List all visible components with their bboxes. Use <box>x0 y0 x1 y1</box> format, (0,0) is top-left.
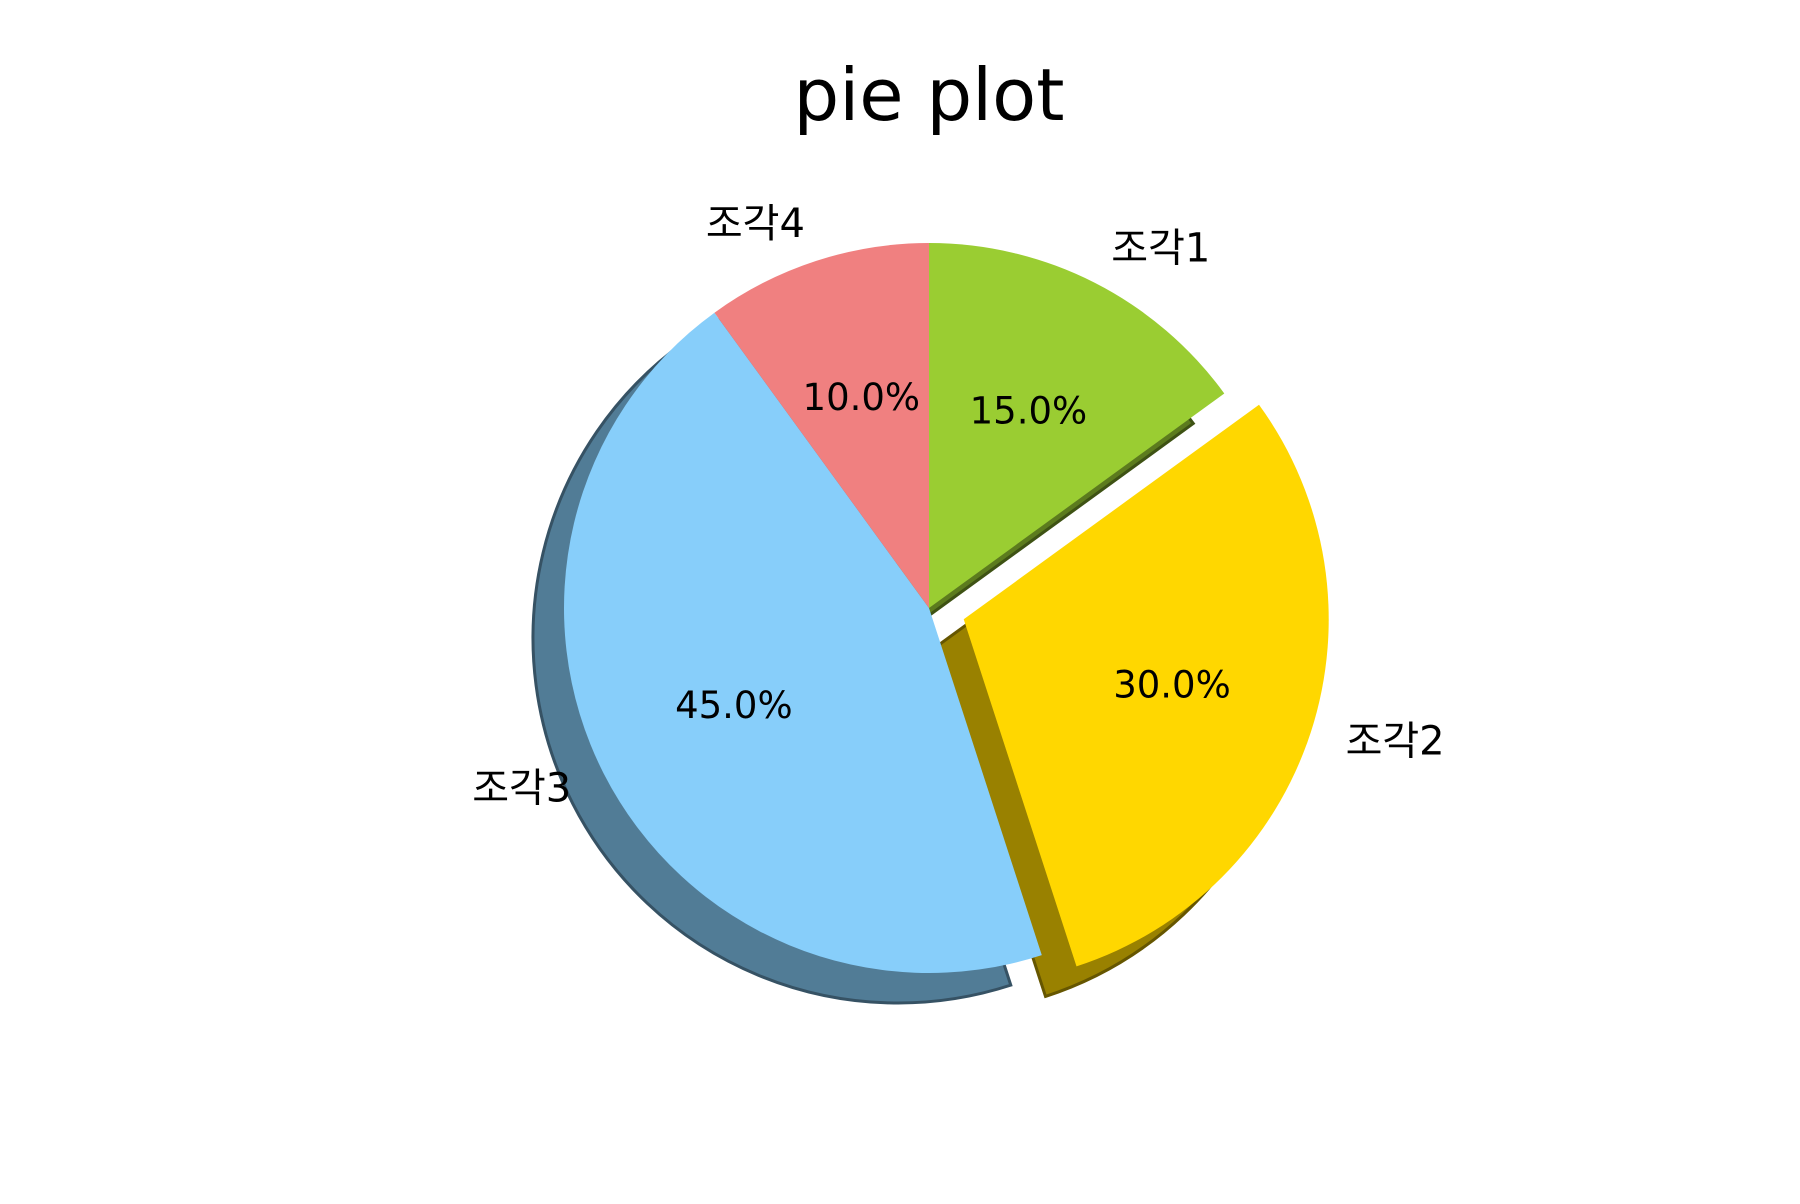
slice-1-wedge <box>929 243 1225 608</box>
slice-4-label: 조각4 <box>706 201 805 247</box>
slice-layer <box>563 243 1329 974</box>
text-layer: 조각1 15.0% 조각2 30.0% 조각3 45.0% 조각4 10.0% <box>472 201 1444 811</box>
slice-1-label: 조각1 <box>1111 225 1210 271</box>
slice-3-wedge <box>563 312 1042 974</box>
slice-4-wedge <box>714 243 929 608</box>
slice-3-label: 조각3 <box>472 765 571 811</box>
slice-2-wedge <box>963 404 1329 967</box>
slice-3-percent-label: 45.0% <box>675 684 793 727</box>
slice-4-percent-label: 10.0% <box>803 376 921 419</box>
slice-2-percent-label: 30.0% <box>1113 663 1231 706</box>
slice-1-percent-label: 15.0% <box>970 389 1088 432</box>
chart-title: pie plot <box>794 53 1065 137</box>
slice-2-label: 조각2 <box>1346 718 1445 764</box>
